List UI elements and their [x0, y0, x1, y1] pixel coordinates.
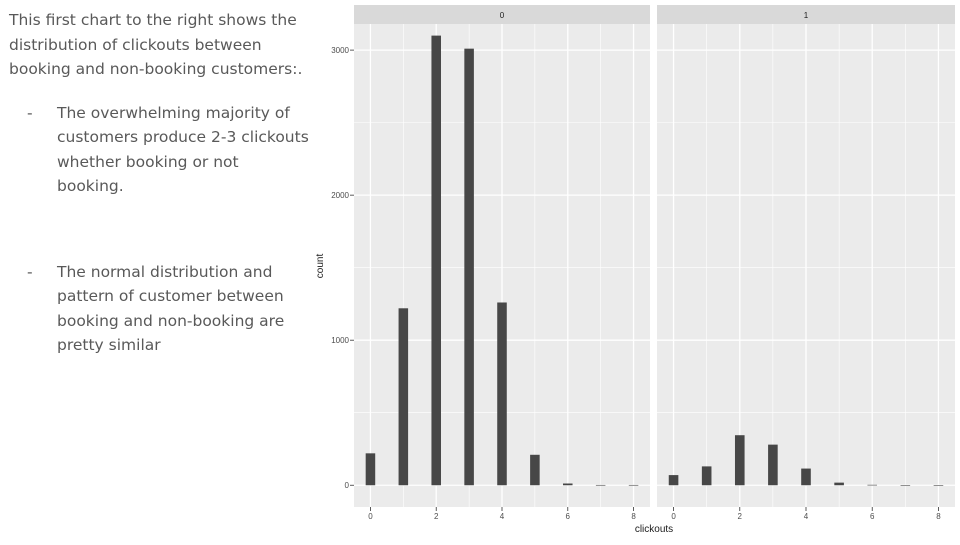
- histogram-bar: [701, 466, 712, 486]
- histogram-bar: [628, 484, 639, 486]
- x-tick-label: 2: [738, 512, 743, 521]
- histogram-bar: [464, 48, 474, 486]
- facet-strip: [657, 5, 955, 24]
- bullet-item: - The normal distribution and pattern of…: [9, 260, 309, 358]
- x-tick-label: 0: [368, 512, 373, 521]
- histogram-bar: [497, 302, 507, 486]
- bullet-text: The normal distribution and pattern of c…: [57, 262, 285, 355]
- y-tick-label: 1000: [331, 336, 349, 345]
- bullet-dash: -: [27, 103, 33, 122]
- histogram-bar: [768, 444, 778, 486]
- bullet-list: - The overwhelming majority of customers…: [9, 101, 309, 358]
- y-tick-label: 3000: [331, 46, 349, 55]
- x-tick-label: 8: [936, 512, 941, 521]
- x-tick-label: 2: [434, 512, 439, 521]
- x-tick-label: 6: [870, 512, 875, 521]
- x-tick-label: 4: [804, 512, 809, 521]
- facet-label: 1: [804, 11, 809, 20]
- histogram-bar: [668, 475, 679, 486]
- histogram-bar: [595, 484, 606, 486]
- histogram-bar: [563, 483, 573, 486]
- histogram-bar: [530, 454, 540, 486]
- histogram-bar: [933, 485, 944, 486]
- facet-strip: [354, 5, 650, 24]
- text-panel: This first chart to the right shows the …: [9, 8, 309, 358]
- histogram-bar: [734, 435, 745, 486]
- bullet-item: - The overwhelming majority of customers…: [9, 101, 309, 199]
- y-tick-label: 2000: [331, 191, 349, 200]
- histogram-bar: [801, 468, 811, 486]
- x-tick-label: 6: [566, 512, 571, 521]
- bullet-text: The overwhelming majority of customers p…: [57, 103, 309, 196]
- histogram-bar: [431, 35, 441, 486]
- histogram-bar: [900, 485, 911, 486]
- histogram-bar: [834, 482, 844, 486]
- facet-label: 0: [500, 11, 505, 20]
- bullet-dash: -: [27, 262, 33, 281]
- intro-text: This first chart to the right shows the …: [9, 11, 303, 78]
- y-axis-title: count: [315, 254, 326, 279]
- histogram-bar: [867, 484, 878, 486]
- x-axis-title: clickouts: [635, 524, 673, 535]
- x-tick-label: 8: [631, 512, 636, 521]
- y-tick-label: 0: [345, 481, 350, 490]
- x-tick-label: 0: [671, 512, 676, 521]
- faceted-histogram: 0 1000 2000 3000 0 0 2 4 6 8 1 0 2 4 6 8 clickouts count: [312, 0, 960, 540]
- histogram-bar: [365, 453, 376, 486]
- histogram-bar: [398, 308, 409, 486]
- x-tick-label: 4: [500, 512, 505, 521]
